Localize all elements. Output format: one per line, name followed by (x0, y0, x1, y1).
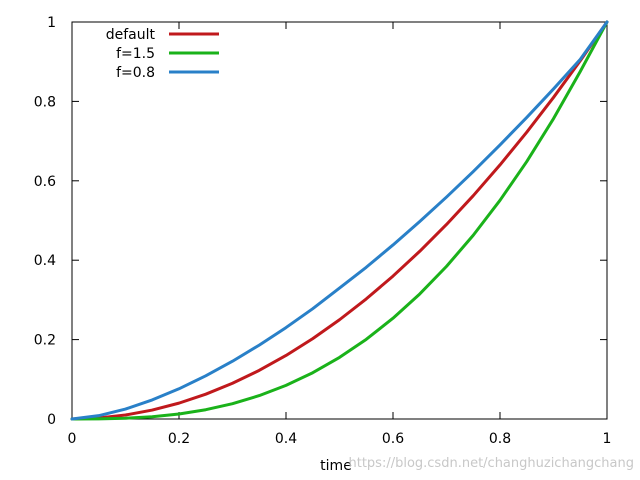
x-tick-label: 0 (68, 431, 77, 447)
x-tick-label: 1 (603, 431, 612, 447)
legend-label-default: default (106, 27, 156, 43)
x-axis-label: time (320, 458, 352, 474)
x-axis-ticks: 0 0.2 0.4 0.6 0.8 1 (68, 22, 612, 447)
x-tick-label: 0.6 (382, 431, 404, 447)
series-line-default (70, 20, 609, 421)
y-tick-label: 1 (47, 15, 56, 31)
legend: default f=1.5 f=0.8 (106, 27, 219, 81)
watermark-text: https://blog.csdn.net/changhuzichangchan… (348, 456, 634, 471)
plot-frame (71, 21, 608, 420)
series-line-f-0-8 (70, 20, 609, 421)
plot-border (71, 21, 608, 420)
y-tick-label: 0.4 (34, 253, 56, 269)
series-line-f-1-5 (70, 20, 609, 421)
x-tick-label: 0.2 (168, 431, 190, 447)
legend-label-f-1-5: f=1.5 (116, 46, 155, 62)
y-tick-label: 0.6 (34, 174, 56, 190)
y-tick-label: 0.2 (34, 333, 56, 349)
legend-label-f-0-8: f=0.8 (116, 65, 155, 81)
y-tick-label: 0 (47, 412, 56, 428)
x-tick-label: 0.4 (275, 431, 297, 447)
y-tick-label: 0.8 (34, 94, 56, 110)
x-tick-label: 0.8 (489, 431, 511, 447)
series-lines (70, 20, 609, 421)
